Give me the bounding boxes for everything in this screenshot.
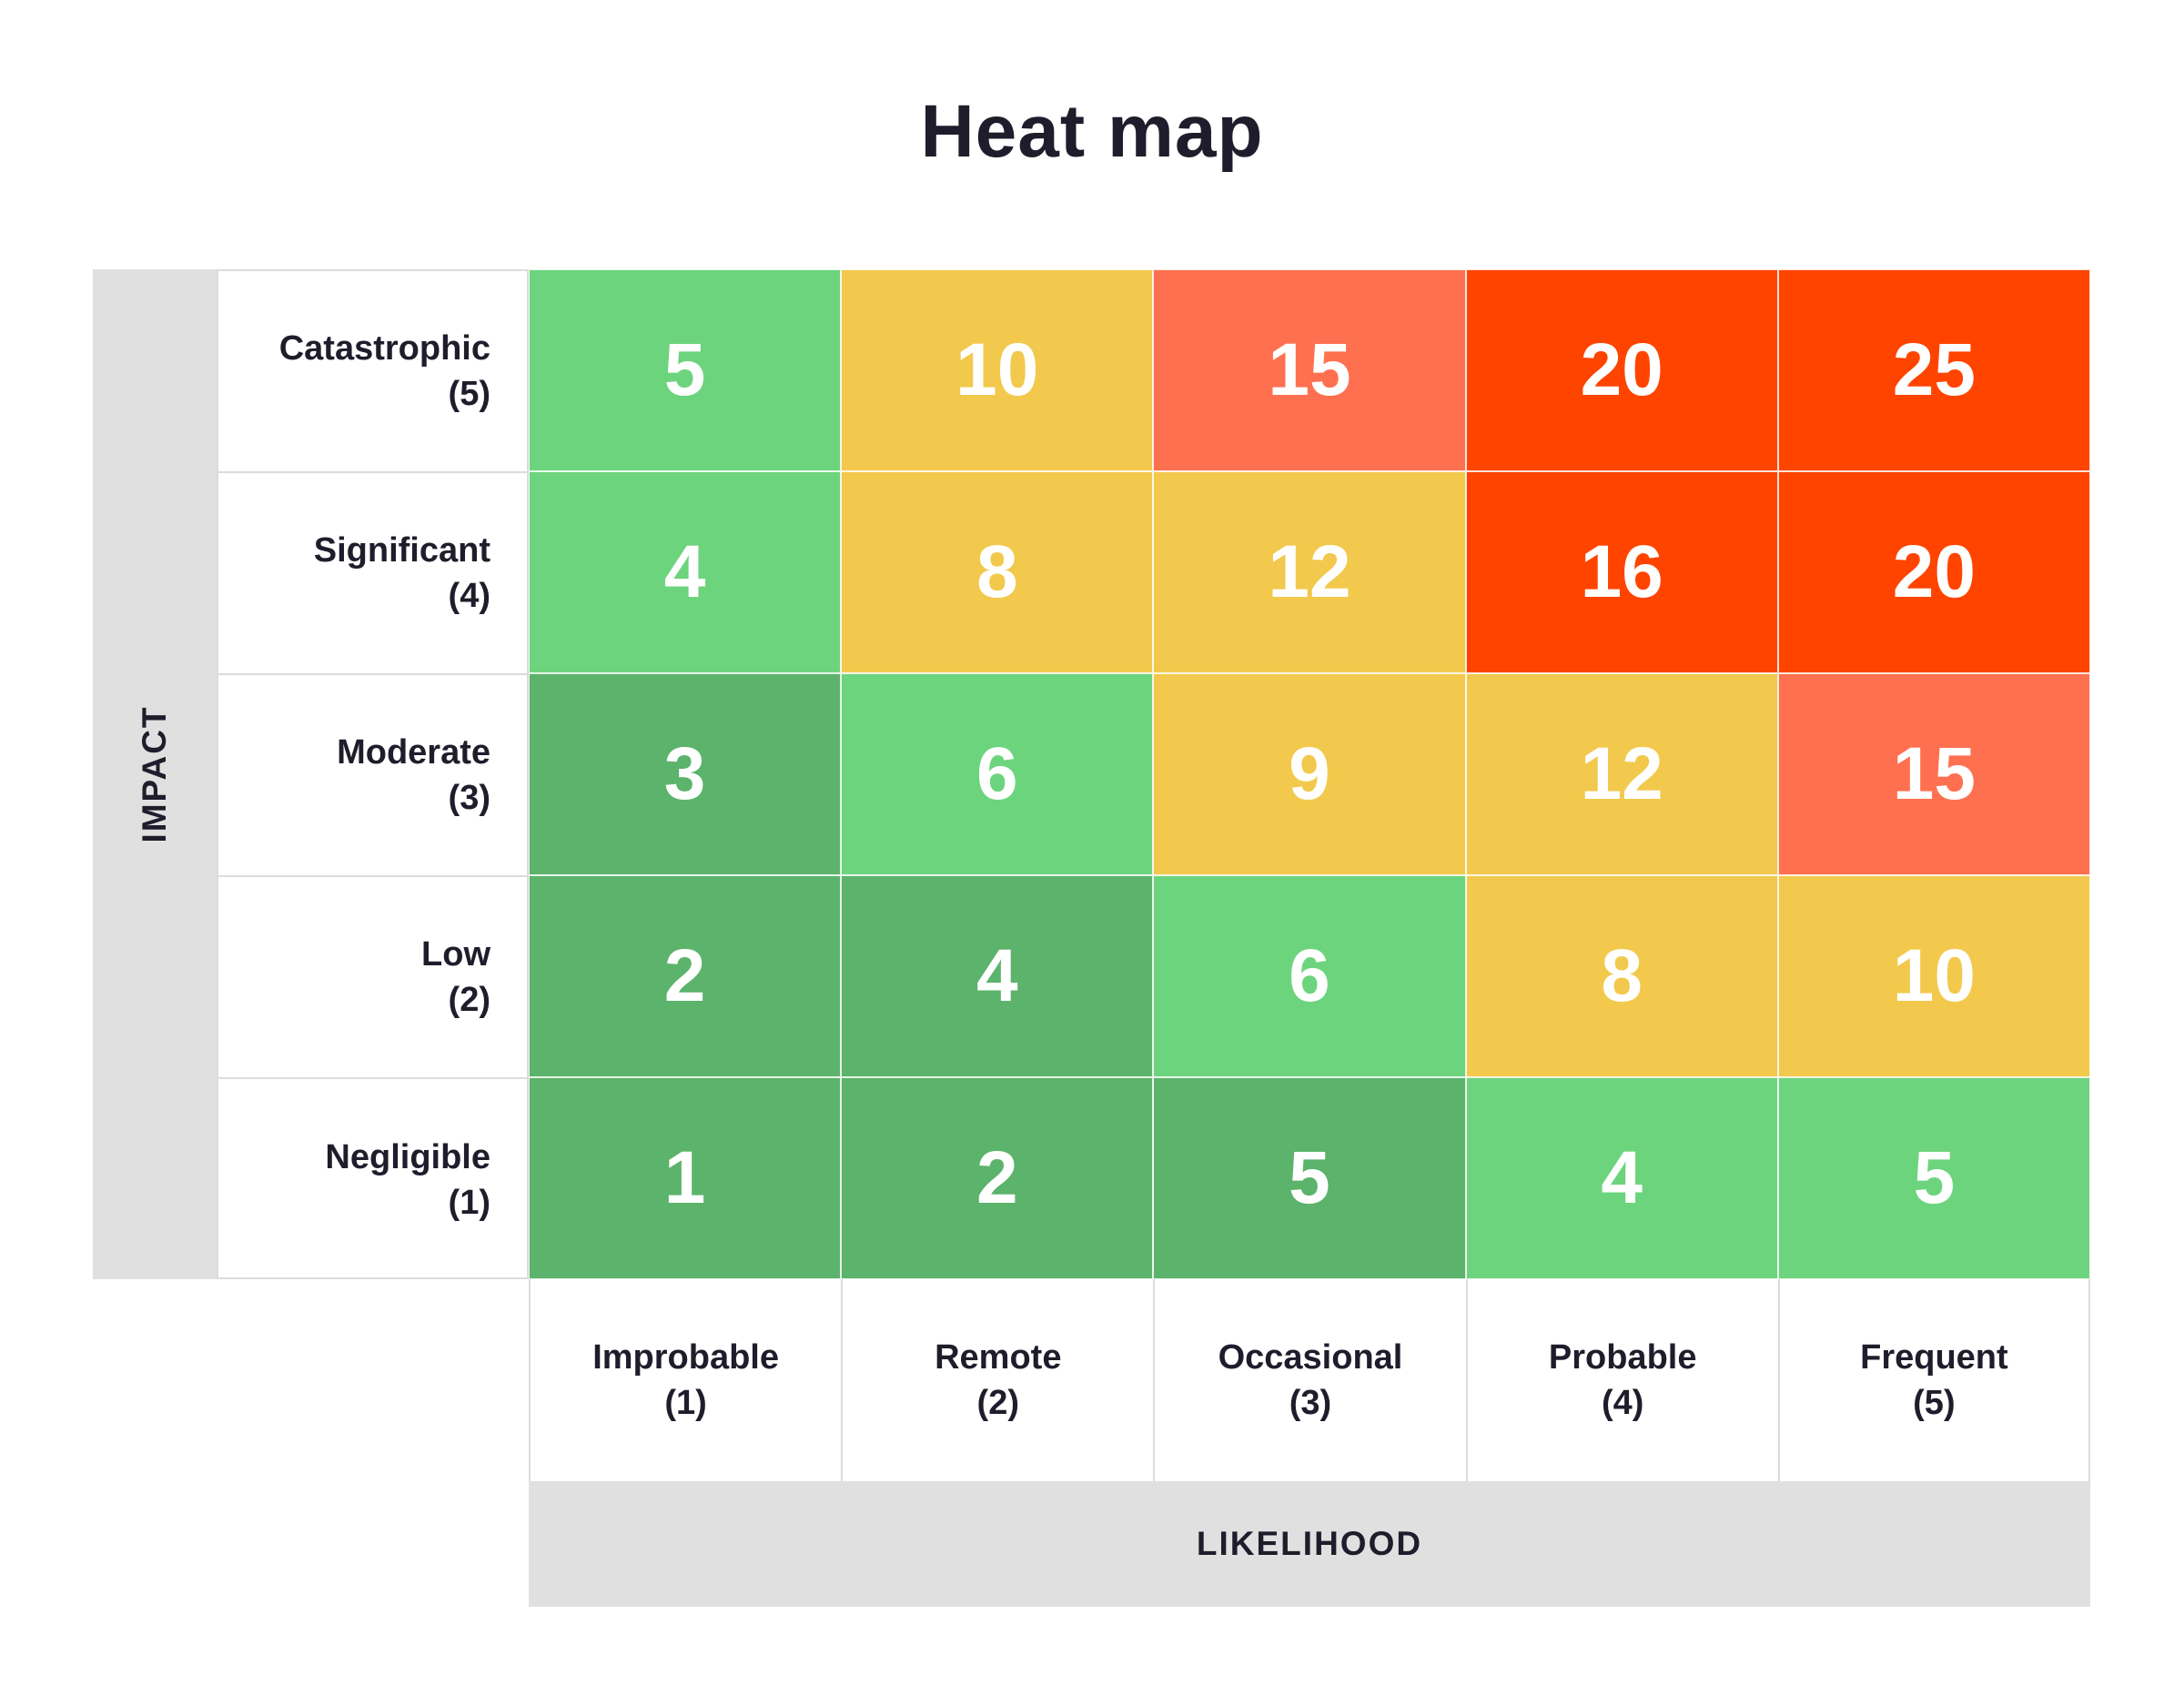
column-label-occasional: Occasional (3) [1153, 1279, 1465, 1481]
heatmap-cell: 6 [1153, 875, 1466, 1077]
heatmap-cell: 5 [529, 269, 842, 471]
row-label-level: (4) [448, 577, 490, 615]
heatmap-cell: 15 [1153, 269, 1466, 471]
heatmap-cell: 8 [1465, 875, 1778, 1077]
row-label-name: Moderate [337, 733, 490, 772]
heatmap-cell: 20 [1777, 471, 2090, 673]
heatmap-cell: 4 [841, 875, 1154, 1077]
likelihood-column-labels: Improbable (1) Remote (2) Occasional (3) Proba… [529, 1279, 2090, 1481]
column-label-level: (2) [976, 1384, 1019, 1422]
column-label-improbable: Improbable (1) [529, 1279, 841, 1481]
heatmap-cell: 20 [1465, 269, 1778, 471]
heatmap-cell: 10 [1777, 875, 2090, 1077]
chart-title: Heat map [920, 90, 1264, 173]
row-label-moderate: Moderate (3) [218, 675, 527, 877]
column-label-remote: Remote (2) [841, 1279, 1153, 1481]
row-label-name: Significant [313, 531, 490, 570]
row-label-negligible: Negligible (1) [218, 1079, 527, 1281]
impact-row-labels: Catastrophic (5) Significant (4) Moderate (3)… [217, 269, 529, 1279]
heatmap-cell: 25 [1777, 269, 2090, 471]
column-label-name: Occasional [1218, 1338, 1403, 1377]
column-label-level: (4) [1601, 1384, 1644, 1422]
row-label-low: Low (2) [218, 877, 527, 1079]
row-label-significant: Significant (4) [218, 473, 527, 675]
column-label-probable: Probable (4) [1465, 1279, 1778, 1481]
heatmap-cell: 16 [1465, 471, 1778, 673]
heatmap-cell: 2 [529, 875, 842, 1077]
heatmap-cell: 4 [1465, 1077, 1778, 1279]
column-label-level: (1) [664, 1384, 707, 1422]
heatmap-cell: 9 [1153, 673, 1466, 875]
heatmap-cell: 6 [841, 673, 1154, 875]
row-label-name: Catastrophic [278, 329, 490, 368]
heatmap-cell: 8 [841, 471, 1154, 673]
column-label-level: (3) [1289, 1384, 1332, 1422]
column-label-name: Probable [1548, 1338, 1697, 1377]
row-label-name: Negligible [325, 1138, 490, 1176]
row-label-level: (1) [448, 1184, 490, 1222]
column-label-name: Improbable [592, 1338, 779, 1377]
likelihood-axis-label: LIKELIHOOD [1196, 1525, 1423, 1562]
heatmap-cell: 1 [529, 1077, 842, 1279]
impact-axis-label: IMPACT [136, 705, 173, 843]
row-label-catastrophic: Catastrophic (5) [218, 271, 527, 473]
column-label-name: Remote [935, 1338, 1062, 1377]
row-label-level: (5) [448, 375, 490, 413]
heatmap-cell: 12 [1465, 673, 1778, 875]
column-label-name: Frequent [1860, 1338, 2008, 1377]
row-label-level: (3) [448, 779, 490, 817]
heatmap-grid: 5 10 15 20 25 4 8 12 16 20 3 6 9 12 15 2 4 6 8 10 1 2 5 4 5 [529, 269, 2090, 1279]
heatmap-cell: 5 [1153, 1077, 1466, 1279]
heatmap-cell: 15 [1777, 673, 2090, 875]
heatmap-cell: 10 [841, 269, 1154, 471]
likelihood-axis-band: LIKELIHOOD [529, 1481, 2090, 1607]
column-label-frequent: Frequent (5) [1777, 1279, 2090, 1481]
heatmap-cell: 2 [841, 1077, 1154, 1279]
row-label-name: Low [421, 935, 490, 974]
heatmap-cell: 5 [1777, 1077, 2090, 1279]
heatmap-cell: 3 [529, 673, 842, 875]
row-label-level: (2) [448, 981, 490, 1019]
heatmap-cell: 4 [529, 471, 842, 673]
column-label-level: (5) [1913, 1384, 1956, 1422]
heatmap-cell: 12 [1153, 471, 1466, 673]
impact-axis-band [93, 269, 217, 1279]
